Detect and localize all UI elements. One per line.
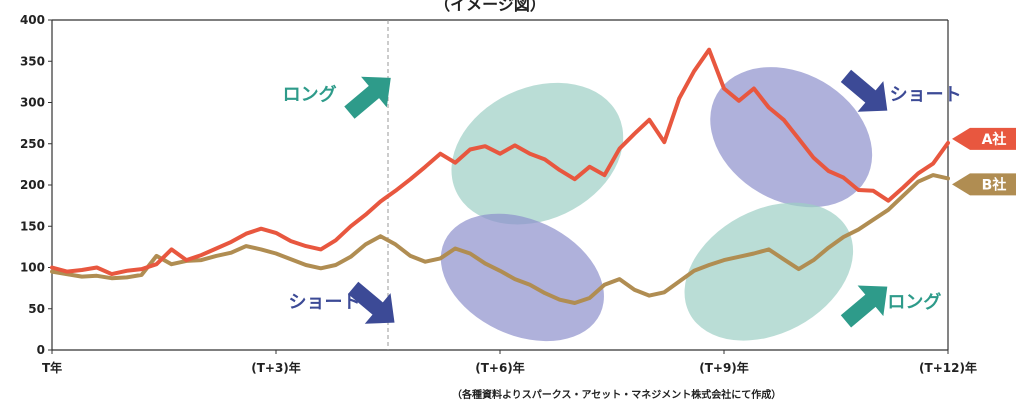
trade-arrows	[344, 69, 888, 328]
y-tick-label: 400	[20, 13, 45, 27]
trade-arrow-3	[840, 285, 888, 328]
series-tags: A社 B社	[952, 127, 1016, 196]
highlight-ellipse-2	[440, 213, 604, 342]
highlight-ellipse-0	[451, 82, 624, 225]
series-tag-label: B社	[982, 176, 1007, 193]
trade-arrow-1	[840, 69, 888, 112]
series-line-a	[50, 47, 950, 277]
x-tick-label: (T+9)年	[699, 360, 749, 375]
highlight-ellipse-3	[684, 202, 854, 341]
x-tick-label: T年	[42, 360, 62, 375]
trade-label: ショート	[289, 292, 361, 313]
trade-label: ロング	[887, 291, 941, 313]
trade-arrow-2	[348, 281, 395, 324]
y-tick-label: 0	[37, 343, 45, 357]
y-tick-label: 100	[20, 261, 45, 275]
axes: 0 50 100 150 200 250 300 350 400 T年 (T+3)年 (T+6)年 (T…	[20, 13, 977, 375]
x-tick-label: (T+3)年	[251, 360, 301, 375]
series-tag-1	[952, 173, 1016, 196]
trade-label: ショート	[890, 84, 962, 105]
trade-label: ロング	[283, 83, 337, 105]
trade-arrow-0	[344, 76, 391, 119]
source-note: （各種資料よりスパークス・アセット・マネジメント株式会社にて作成）	[452, 388, 781, 401]
series-line-b	[50, 173, 950, 305]
x-tick-label: (T+12)年	[919, 360, 977, 375]
y-tick-label: 300	[20, 96, 45, 110]
x-tick-label: (T+6)年	[475, 360, 525, 375]
y-tick-label: 250	[20, 137, 45, 151]
y-tick-label: 350	[20, 54, 45, 68]
series-tag-0	[952, 127, 1016, 150]
series-tag-label: A社	[982, 131, 1007, 148]
y-tick-label: 200	[20, 178, 45, 192]
series-lines	[50, 47, 950, 305]
highlight-ellipses	[440, 67, 873, 342]
y-tick-label: 150	[20, 219, 45, 233]
chart-title: （イメージ図）	[434, 0, 546, 14]
y-tick-label: 50	[28, 302, 45, 316]
